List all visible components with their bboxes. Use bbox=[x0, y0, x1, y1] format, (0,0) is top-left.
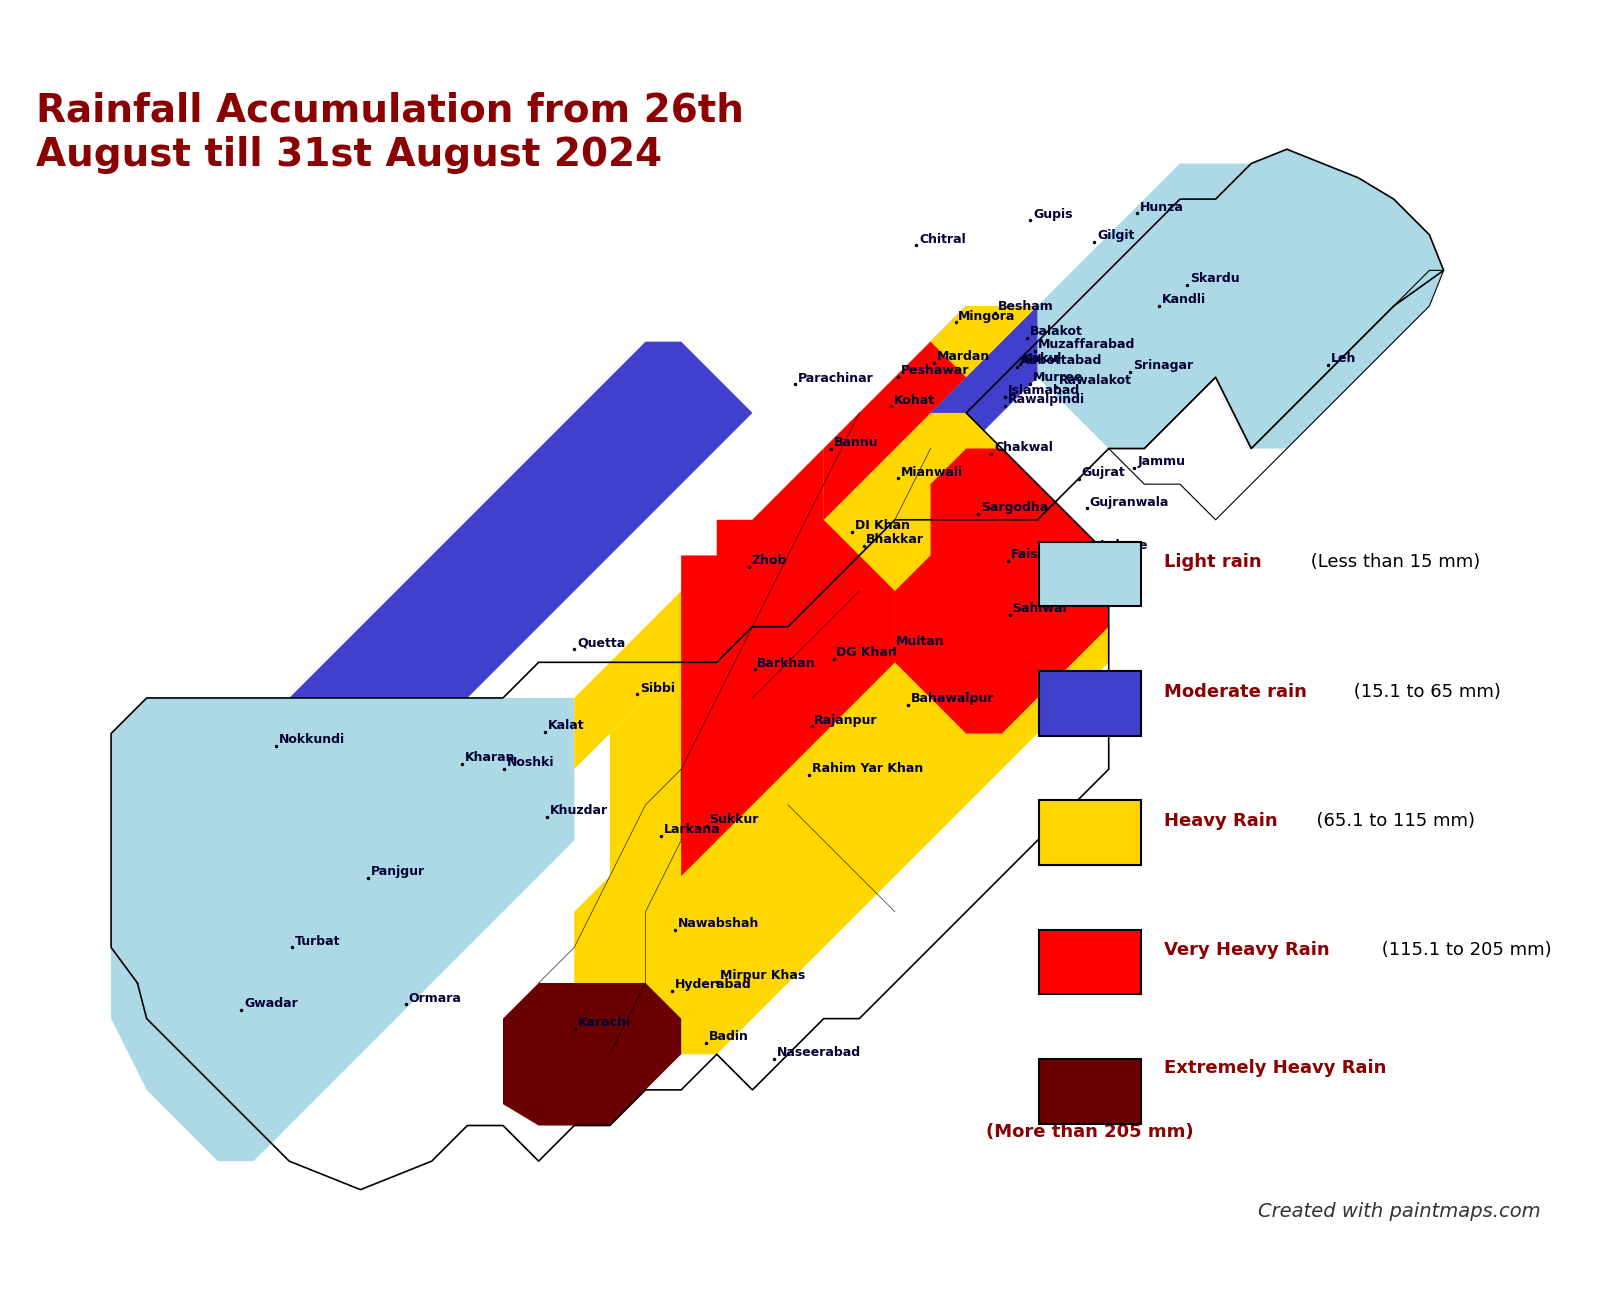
Text: (Less than 15 mm): (Less than 15 mm) bbox=[1305, 553, 1480, 571]
Text: Mianwali: Mianwali bbox=[901, 465, 963, 478]
Text: Leh: Leh bbox=[1330, 352, 1356, 365]
Text: Bahawalpur: Bahawalpur bbox=[910, 692, 993, 705]
Text: Moderate rain: Moderate rain bbox=[1164, 683, 1308, 700]
Polygon shape bbox=[717, 305, 1038, 592]
Text: Bhakkar: Bhakkar bbox=[866, 534, 925, 547]
Text: Sargodha: Sargodha bbox=[981, 501, 1048, 514]
Polygon shape bbox=[503, 984, 682, 1125]
Text: Nawabshah: Nawabshah bbox=[677, 918, 759, 931]
Polygon shape bbox=[1038, 150, 1444, 449]
Text: Kalat: Kalat bbox=[548, 719, 585, 732]
Text: Naseerabad: Naseerabad bbox=[776, 1047, 861, 1060]
Text: Hyderabad: Hyderabad bbox=[674, 978, 752, 991]
Text: Lahore: Lahore bbox=[1100, 539, 1148, 552]
Text: Barkhan: Barkhan bbox=[757, 656, 816, 670]
Text: Rainfall Accumulation from 26th
August till 31st August 2024: Rainfall Accumulation from 26th August t… bbox=[35, 92, 743, 174]
Text: Gwadar: Gwadar bbox=[244, 998, 299, 1011]
Text: Gujrat: Gujrat bbox=[1081, 467, 1126, 480]
Polygon shape bbox=[824, 342, 966, 519]
Text: Quetta: Quetta bbox=[577, 637, 626, 650]
Text: Srinagar: Srinagar bbox=[1132, 358, 1193, 371]
Text: Chitral: Chitral bbox=[920, 232, 966, 246]
Text: (More than 205 mm): (More than 205 mm) bbox=[985, 1124, 1193, 1142]
Text: Hunza: Hunza bbox=[1140, 201, 1183, 214]
Text: Islamabad: Islamabad bbox=[1008, 384, 1080, 397]
Text: Peshawar: Peshawar bbox=[901, 363, 969, 376]
FancyBboxPatch shape bbox=[1040, 800, 1140, 865]
Text: Parachinar: Parachinar bbox=[798, 371, 874, 384]
Polygon shape bbox=[682, 449, 894, 877]
Text: (65.1 to 115 mm): (65.1 to 115 mm) bbox=[1305, 812, 1476, 830]
FancyBboxPatch shape bbox=[1040, 672, 1140, 736]
Text: Mingora: Mingora bbox=[958, 309, 1016, 322]
Text: DI Khan: DI Khan bbox=[854, 519, 910, 532]
Polygon shape bbox=[575, 412, 1108, 1054]
Polygon shape bbox=[112, 697, 575, 1161]
FancyBboxPatch shape bbox=[1040, 929, 1140, 994]
Text: Light rain: Light rain bbox=[1164, 553, 1262, 571]
Text: Bannu: Bannu bbox=[834, 437, 878, 450]
Text: Rajanpur: Rajanpur bbox=[814, 714, 878, 727]
Text: Kharan: Kharan bbox=[465, 750, 514, 763]
Text: Skardu: Skardu bbox=[1190, 272, 1239, 285]
Text: Sahiwal: Sahiwal bbox=[1012, 602, 1067, 615]
Text: Rahim Yar Khan: Rahim Yar Khan bbox=[813, 762, 923, 775]
Text: Balakot: Balakot bbox=[1030, 325, 1083, 338]
Text: Khuzdar: Khuzdar bbox=[549, 804, 608, 817]
Text: Noshki: Noshki bbox=[508, 757, 554, 770]
Text: Sukkur: Sukkur bbox=[709, 813, 759, 826]
Text: Besham: Besham bbox=[998, 300, 1054, 313]
Text: Rawalpindi: Rawalpindi bbox=[1008, 393, 1084, 406]
Text: DG Khan: DG Khan bbox=[837, 646, 898, 659]
Polygon shape bbox=[894, 449, 1108, 733]
Text: Mardan: Mardan bbox=[937, 351, 990, 363]
FancyBboxPatch shape bbox=[1040, 541, 1140, 606]
Text: Jammu: Jammu bbox=[1137, 455, 1185, 468]
Text: Extremely Heavy Rain: Extremely Heavy Rain bbox=[1164, 1058, 1386, 1076]
Text: (115.1 to 205 mm): (115.1 to 205 mm) bbox=[1377, 941, 1552, 959]
Text: Heavy Rain: Heavy Rain bbox=[1164, 812, 1278, 830]
Text: Very Heavy Rain: Very Heavy Rain bbox=[1164, 941, 1330, 959]
Text: Chakwal: Chakwal bbox=[993, 441, 1052, 454]
Text: Created with paintmaps.com: Created with paintmaps.com bbox=[1258, 1201, 1541, 1221]
Text: Rawalakot: Rawalakot bbox=[1059, 375, 1132, 388]
Text: Gupis: Gupis bbox=[1033, 208, 1073, 220]
Text: Kandli: Kandli bbox=[1161, 293, 1206, 307]
Polygon shape bbox=[289, 342, 752, 697]
Text: Multan: Multan bbox=[896, 635, 945, 648]
Text: Sibbi: Sibbi bbox=[640, 682, 676, 695]
Text: Panjgur: Panjgur bbox=[371, 865, 425, 879]
Polygon shape bbox=[575, 235, 1108, 770]
Text: Turbat: Turbat bbox=[295, 935, 340, 947]
FancyBboxPatch shape bbox=[1040, 1060, 1140, 1124]
Text: Mirpur Khas: Mirpur Khas bbox=[720, 969, 805, 982]
Text: Abbottabad: Abbottabad bbox=[1019, 353, 1102, 367]
Text: Zhob: Zhob bbox=[752, 554, 787, 567]
Text: Nokkundi: Nokkundi bbox=[279, 733, 345, 746]
Text: Kakul: Kakul bbox=[1022, 352, 1062, 365]
Text: Larkana: Larkana bbox=[664, 824, 720, 837]
Text: Kohat: Kohat bbox=[893, 393, 934, 407]
Text: (15.1 to 65 mm): (15.1 to 65 mm) bbox=[1348, 683, 1501, 700]
Text: Ormara: Ormara bbox=[409, 991, 462, 1004]
Text: Muzaffarabad: Muzaffarabad bbox=[1038, 338, 1135, 351]
Text: Faisalabad: Faisalabad bbox=[1011, 548, 1086, 561]
Text: Gujranwala: Gujranwala bbox=[1089, 495, 1169, 509]
Text: Gilgit: Gilgit bbox=[1097, 229, 1134, 242]
Text: Badin: Badin bbox=[709, 1030, 749, 1043]
Text: Karachi: Karachi bbox=[578, 1016, 631, 1029]
Text: Murree: Murree bbox=[1032, 371, 1083, 384]
